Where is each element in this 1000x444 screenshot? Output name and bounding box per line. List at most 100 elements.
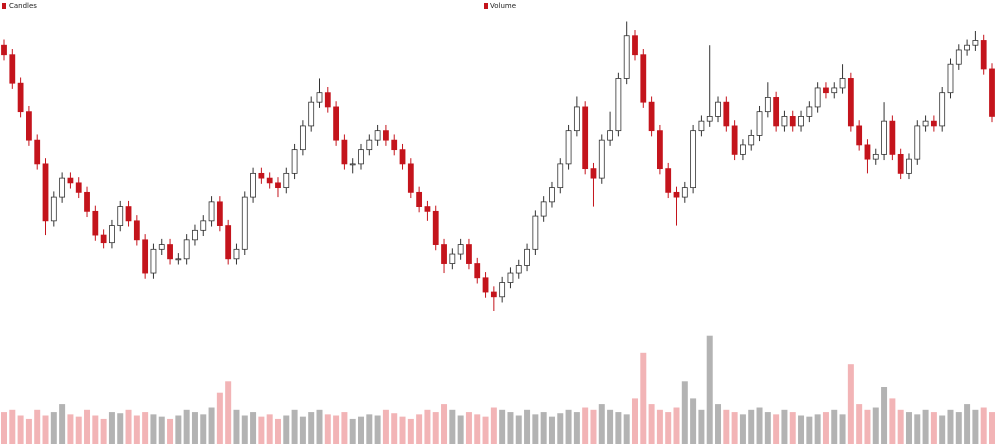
volume-bar xyxy=(9,409,16,444)
volume-bar xyxy=(989,412,995,444)
volume-bar xyxy=(573,412,580,444)
volume-bar xyxy=(382,409,389,444)
volume-bar xyxy=(706,335,713,444)
candle-body xyxy=(955,49,962,65)
candle-body xyxy=(814,87,821,108)
volume-bar xyxy=(715,404,722,444)
candle-body xyxy=(922,120,929,127)
candle-body xyxy=(374,130,381,141)
candle-body xyxy=(632,35,638,56)
volume-bar xyxy=(216,392,223,444)
volume-bar xyxy=(698,409,705,444)
volume-bar xyxy=(391,413,398,444)
candle-body xyxy=(773,97,780,127)
candle-body xyxy=(673,191,680,198)
candle-body xyxy=(914,125,921,160)
candle-body xyxy=(615,78,622,132)
volume-bar xyxy=(441,404,448,444)
candle-body xyxy=(980,40,987,70)
candle-body xyxy=(823,87,829,94)
volume-bar xyxy=(407,418,414,444)
candle-body xyxy=(897,153,904,174)
volume-bar xyxy=(308,412,315,444)
volume-bar xyxy=(798,415,805,444)
candle-body xyxy=(117,206,124,226)
volume-bar xyxy=(374,415,381,444)
candle-body xyxy=(466,244,472,264)
volume-bar xyxy=(175,415,182,444)
candle-body xyxy=(208,201,215,222)
candle-body xyxy=(648,101,655,132)
volume-bar xyxy=(764,412,771,444)
candle-body xyxy=(607,130,613,141)
candle-body xyxy=(474,263,481,279)
candle-body xyxy=(499,282,506,298)
volume-bar xyxy=(922,409,929,444)
volume-bar xyxy=(507,412,514,444)
candle-body xyxy=(524,248,530,266)
candle-body xyxy=(275,182,281,189)
candle-body xyxy=(872,153,879,160)
candle-body xyxy=(225,225,232,260)
volume-bar xyxy=(200,414,207,444)
candle-body xyxy=(26,111,32,141)
volume-bar xyxy=(607,409,614,444)
volume-bar xyxy=(274,418,281,444)
candle-body xyxy=(349,163,356,166)
candle-body xyxy=(623,35,630,79)
candle-body xyxy=(366,139,373,151)
volume-bar xyxy=(266,414,273,444)
candle-body xyxy=(864,144,871,160)
volume-bar xyxy=(773,414,780,444)
candle-body xyxy=(482,277,489,293)
candle-body xyxy=(640,54,647,103)
volume-bar xyxy=(748,409,755,444)
candle-body xyxy=(573,106,580,132)
volume-bar xyxy=(972,409,979,444)
volume-bar xyxy=(814,414,821,444)
candle-body xyxy=(939,92,946,127)
candle-body xyxy=(798,116,804,127)
volume-bar xyxy=(565,409,572,444)
candle-body xyxy=(889,120,896,155)
candle-body xyxy=(947,63,954,94)
volume-bar xyxy=(258,416,265,444)
candle-body xyxy=(764,97,771,113)
volume-bar xyxy=(142,412,149,444)
volume-bar xyxy=(964,404,971,444)
candle-body xyxy=(200,220,207,231)
candle-body xyxy=(706,116,713,122)
candle-body xyxy=(150,248,157,274)
candle-body xyxy=(341,139,348,165)
volume-bar xyxy=(665,412,672,444)
volume-bar xyxy=(167,418,174,444)
volume-bar xyxy=(822,412,829,444)
volume-bar xyxy=(75,416,82,444)
volume-bar xyxy=(358,416,365,444)
volume-bar xyxy=(474,414,481,444)
candle-body xyxy=(50,196,57,222)
candle-body xyxy=(233,248,240,260)
legend-swatch xyxy=(484,3,488,9)
candle-body xyxy=(133,220,140,241)
volume-bar xyxy=(864,409,871,444)
candle-body xyxy=(715,101,721,117)
volume-bar xyxy=(640,352,647,444)
candle-body xyxy=(333,106,340,141)
volume-bar xyxy=(482,416,489,444)
volume-bar xyxy=(208,407,215,444)
candle-body xyxy=(391,139,398,151)
candle-body xyxy=(316,92,323,103)
candle-body xyxy=(192,229,198,241)
candle-body xyxy=(756,111,763,136)
volume-bar xyxy=(316,409,323,444)
volume-bar xyxy=(897,409,904,444)
volume-bar xyxy=(872,407,879,444)
legend-volume: Volume xyxy=(484,2,516,10)
volume-bar xyxy=(656,409,663,444)
volume-bar xyxy=(515,415,522,444)
volume-bar xyxy=(1,412,7,444)
volume-bar xyxy=(980,407,987,444)
volume-bar xyxy=(349,418,356,444)
